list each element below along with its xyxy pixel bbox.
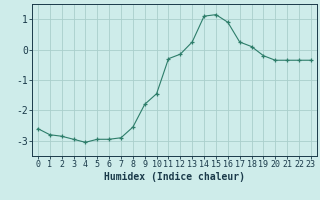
X-axis label: Humidex (Indice chaleur): Humidex (Indice chaleur): [104, 172, 245, 182]
